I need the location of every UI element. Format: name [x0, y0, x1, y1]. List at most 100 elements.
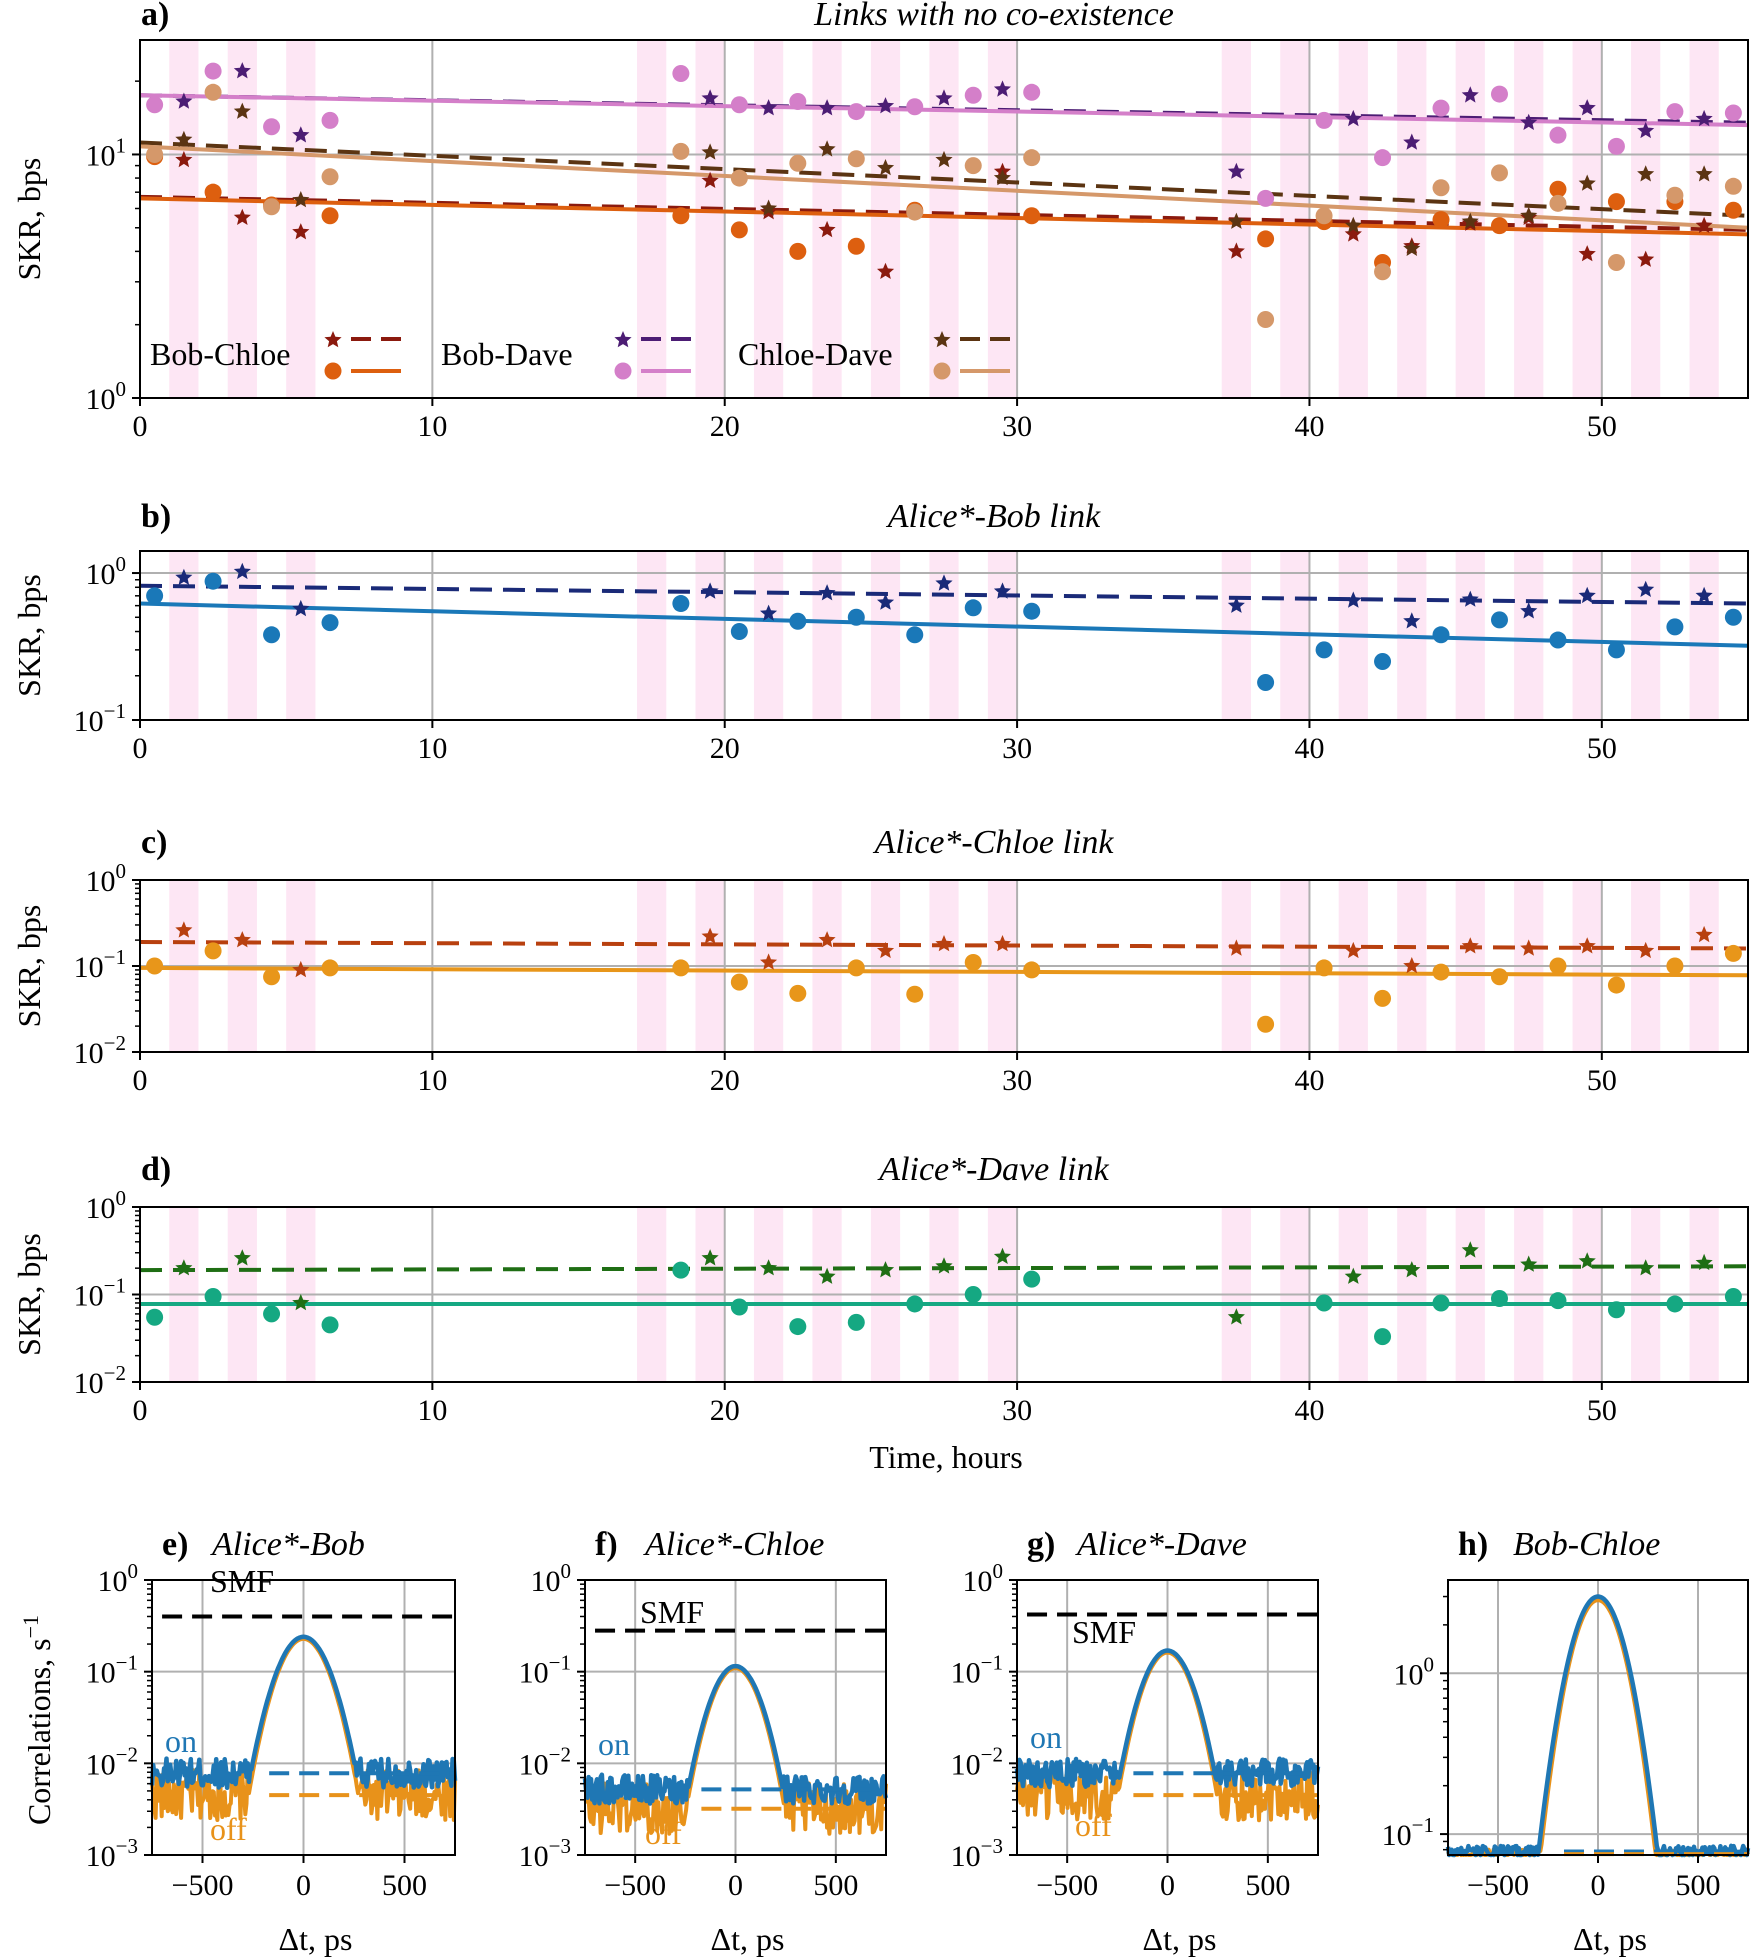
x-tick-label: 0 [133, 410, 148, 443]
x-tick-label: 0 [296, 1869, 311, 1902]
data-point-circle [1257, 230, 1275, 248]
data-point-circle [1432, 963, 1450, 981]
data-point-star [701, 582, 719, 599]
data-point-star [1403, 239, 1421, 256]
y-tick-label: 10−2 [74, 1361, 126, 1400]
data-point-circle [906, 1295, 924, 1313]
x-tick-label: 500 [382, 1869, 427, 1902]
stripe [1514, 551, 1544, 720]
data-point-circle [847, 1313, 865, 1331]
data-point-star [1461, 86, 1479, 103]
data-point-star [1403, 1261, 1421, 1278]
legend-circle-marker [614, 362, 632, 380]
data-point-circle [1666, 103, 1684, 121]
panel-g: −500 0 500 10−3 10−2 10−1 100 SMF on off g) Alice*-… [951, 1526, 1321, 1957]
data-point-star [877, 1261, 895, 1278]
data-point-circle [730, 221, 748, 239]
fit-line-solid [139, 196, 1749, 237]
data-point-circle [1549, 194, 1567, 212]
data-point-circle [1490, 164, 1508, 182]
data-point-star [1403, 612, 1421, 629]
data-point-star [993, 582, 1011, 599]
data-point-circle [789, 242, 807, 260]
data-point-circle [1724, 608, 1742, 626]
data-point-circle [1023, 961, 1041, 979]
panel-title: Alice*-Dave [1075, 1526, 1247, 1563]
legend-star-marker [933, 331, 951, 348]
data-point-star [935, 574, 953, 591]
data-point-circle [1432, 211, 1450, 229]
data-point-circle [263, 118, 281, 136]
data-point-circle [1666, 618, 1684, 636]
data-point-star [1344, 1267, 1362, 1284]
stripe [1572, 551, 1602, 720]
x-tick-label: 20 [710, 1394, 740, 1427]
panel-title: Alice*-Bob link [886, 498, 1101, 535]
off-label: off [210, 1811, 247, 1847]
data-point-circle [1724, 201, 1742, 219]
data-point-circle [1374, 653, 1392, 671]
stripe [227, 551, 257, 720]
y-tick-label: 100 [86, 552, 127, 591]
data-point-star [292, 599, 310, 617]
data-point-star [993, 1247, 1011, 1264]
x-tick-label: 50 [1587, 1394, 1617, 1427]
data-point-star [1695, 1253, 1713, 1271]
data-point-circle [1490, 217, 1508, 235]
data-point-star [877, 97, 895, 114]
data-point-star [1344, 216, 1362, 233]
panel-title: Alice*-Dave link [877, 1151, 1109, 1188]
data-point-circle [906, 203, 924, 221]
y-axis-label: SKR, bps [11, 1233, 47, 1356]
data-point-star [175, 921, 193, 938]
data-point-star [1637, 121, 1655, 139]
data-point-star [1520, 1255, 1538, 1272]
data-point-star [1344, 941, 1362, 959]
data-point-circle [1724, 944, 1742, 962]
data-point-star [175, 130, 193, 147]
panel-h: −500 0 500 10−1 100 h) Bob-Chloe Δt, ps [1382, 1526, 1751, 1957]
data-point-circle [1432, 626, 1450, 644]
data-point-star [1461, 937, 1479, 954]
y-tick-label: 10−1 [74, 1274, 126, 1313]
x-tick-label: 40 [1294, 732, 1324, 765]
data-point-circle [672, 142, 690, 160]
data-point-star [877, 593, 895, 610]
data-point-star [818, 584, 836, 601]
panel-b: 0 10 20 30 40 50 10−1 100 b) Alice*-Bob link SKR, … [11, 498, 1749, 765]
axes-frame [139, 550, 1749, 721]
y-tick-label: 10−3 [86, 1834, 138, 1873]
x-tick-label: 0 [133, 732, 148, 765]
x-tick-label: −500 [172, 1869, 234, 1902]
data-point-star [1227, 212, 1245, 229]
data-point-circle [263, 1305, 281, 1323]
x-tick-label: 10 [417, 1064, 447, 1097]
data-point-star [233, 102, 251, 119]
x-tick-label: −500 [1467, 1869, 1529, 1902]
panel-label: c) [141, 824, 167, 861]
data-point-star [818, 931, 836, 948]
data-point-star [1637, 580, 1655, 597]
data-point-circle [321, 168, 339, 186]
data-point-circle [1607, 1301, 1625, 1319]
data-point-circle [672, 595, 690, 613]
data-point-circle [1549, 126, 1567, 144]
on-trace [1014, 1648, 1321, 1790]
data-point-star [1227, 1308, 1245, 1325]
data-point-circle [321, 1316, 339, 1334]
off-label: off [645, 1815, 682, 1851]
data-point-circle [263, 968, 281, 986]
data-point-circle [321, 614, 339, 632]
data-point-circle [672, 1261, 690, 1279]
off-label: off [1075, 1807, 1112, 1843]
legend-label: Bob-Dave [441, 336, 573, 372]
data-point-circle [263, 198, 281, 216]
panel-label: e) [162, 1526, 188, 1563]
data-point-circle [672, 65, 690, 83]
data-point-star [1637, 165, 1655, 182]
data-point-circle [204, 1287, 222, 1305]
panel-title: Links with no co-existence [813, 0, 1174, 33]
data-point-circle [321, 959, 339, 977]
data-point-star [760, 953, 778, 970]
data-point-circle [1432, 99, 1450, 117]
